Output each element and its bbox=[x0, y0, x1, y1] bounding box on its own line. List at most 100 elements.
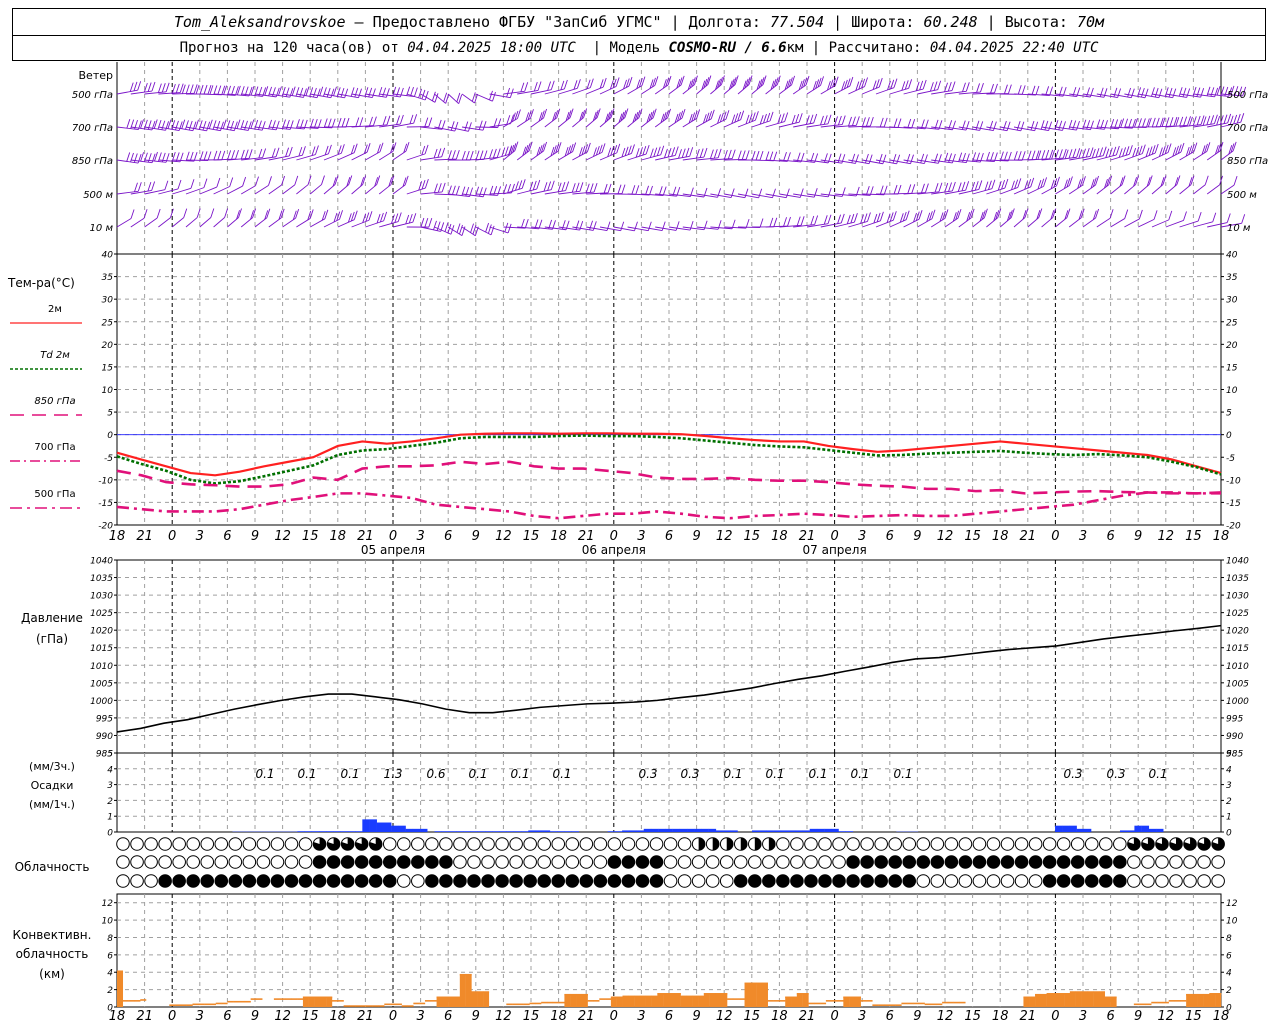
wind-barb-flag bbox=[1135, 146, 1140, 157]
conv-xtick: 21 bbox=[1020, 1009, 1037, 1024]
wind-barb-flag bbox=[1066, 208, 1071, 218]
wind-barb-flag bbox=[1185, 147, 1190, 157]
pres-tick-left: 1025 bbox=[90, 609, 113, 619]
precip-3h-label: 0.1 bbox=[808, 767, 827, 781]
wind-barb-flag bbox=[278, 86, 282, 96]
wind-barb-flag bbox=[652, 108, 657, 118]
temp-xtick: 6 bbox=[223, 529, 231, 544]
wind-level-right: 10 м bbox=[1227, 223, 1251, 234]
convective-bar bbox=[832, 1000, 838, 1007]
temp-xtick: 0 bbox=[830, 529, 838, 544]
wind-barb-flag bbox=[379, 142, 384, 152]
wind-barb-flag bbox=[796, 216, 801, 226]
precip-bar bbox=[571, 831, 580, 832]
cloud-cover-symbol bbox=[116, 874, 130, 888]
wind-barb-flag bbox=[188, 120, 193, 131]
wind-barb-flag bbox=[691, 112, 696, 122]
wind-barb-flag bbox=[713, 149, 718, 159]
wind-barb-flag bbox=[641, 76, 646, 86]
wind-barb-flag bbox=[645, 185, 649, 195]
convective-bar bbox=[436, 996, 443, 1007]
temp-tick-right: 5 bbox=[1226, 409, 1232, 419]
wind-barb-flag bbox=[638, 108, 643, 118]
wind-barb-flag bbox=[676, 112, 681, 122]
wind-barb-flag bbox=[324, 145, 329, 156]
wind-barb-flag bbox=[986, 151, 990, 162]
cloud-cover-fill bbox=[790, 874, 804, 888]
wind-barb bbox=[1193, 184, 1206, 195]
wind-barb-flag bbox=[319, 86, 324, 96]
wind-barb-flag bbox=[913, 212, 917, 223]
wind-barb-flag bbox=[681, 109, 686, 119]
convective-top bbox=[918, 1002, 925, 1005]
convective-top bbox=[337, 1000, 344, 1002]
wind-barb-flag bbox=[879, 185, 884, 195]
convective-bar bbox=[280, 998, 286, 1007]
convective-bar bbox=[187, 1004, 193, 1007]
wind-barb-flag bbox=[586, 142, 591, 153]
convective-top bbox=[227, 1000, 234, 1003]
precip-bar bbox=[319, 831, 327, 832]
convective-top bbox=[512, 1003, 519, 1006]
wind-barb-flag bbox=[455, 149, 460, 160]
convective-bar bbox=[402, 1005, 408, 1007]
wind-barb-flag bbox=[154, 151, 158, 162]
wind-barb bbox=[641, 226, 663, 232]
wind-barb-flag bbox=[556, 108, 561, 118]
wind-barb-flag bbox=[394, 213, 399, 223]
cloud-cover-symbol bbox=[621, 837, 636, 851]
wind-barb-flag bbox=[336, 211, 341, 221]
precip-bar bbox=[485, 831, 493, 832]
cloud-cover-fill bbox=[1127, 837, 1141, 851]
cloud-cover-symbol bbox=[804, 855, 818, 869]
convective-bar bbox=[849, 996, 856, 1007]
wind-barb-flag bbox=[428, 217, 433, 228]
wind-barb-flag bbox=[924, 183, 929, 193]
pres-tick-right: 995 bbox=[1226, 714, 1243, 724]
wind-barb-flag bbox=[783, 152, 787, 162]
wind-barb-flag bbox=[1077, 179, 1082, 189]
wind-barb-flag bbox=[1233, 176, 1238, 186]
convective-bar bbox=[634, 995, 641, 1007]
cloud-cover-fill bbox=[1211, 837, 1225, 851]
convective-bar bbox=[576, 993, 583, 1007]
convective-bar bbox=[448, 996, 455, 1007]
wind-barb-flag bbox=[1192, 86, 1197, 97]
wind-barb-flag bbox=[901, 81, 906, 91]
cloud-cover-symbol bbox=[1000, 874, 1015, 888]
wind-barb-flag bbox=[1056, 176, 1060, 187]
conv-xtick: 9 bbox=[251, 1009, 259, 1024]
wind-barb-flag bbox=[437, 183, 442, 193]
wind-barb-flag bbox=[1174, 177, 1179, 187]
precip-bar bbox=[528, 830, 536, 832]
wind-barb-flag bbox=[1064, 149, 1069, 159]
temp-tick-left: -20 bbox=[98, 522, 113, 532]
convective-bar bbox=[559, 1002, 565, 1007]
conv-xtick: 9 bbox=[472, 1009, 480, 1024]
wind-barb-flag bbox=[981, 210, 986, 220]
wind-barb-flag bbox=[421, 145, 426, 156]
convective-bar bbox=[1104, 996, 1111, 1007]
convective-top bbox=[128, 1000, 135, 1002]
wind-barb-flag bbox=[944, 82, 948, 92]
pres-tick-left: 995 bbox=[96, 714, 113, 724]
convective-top bbox=[331, 1000, 338, 1002]
wind-barb-flag bbox=[1213, 114, 1218, 124]
convective-bar bbox=[733, 998, 739, 1007]
wind-barb-flag bbox=[646, 113, 651, 123]
convective-bar bbox=[657, 993, 664, 1007]
temp-tick-left: 15 bbox=[102, 363, 114, 373]
precip-bar bbox=[506, 831, 515, 832]
wind-barb-flag bbox=[1151, 145, 1156, 155]
cloud-cover-symbol bbox=[776, 855, 790, 869]
wind-barb-flag bbox=[424, 117, 429, 127]
pres-tick-right: 990 bbox=[1226, 732, 1243, 742]
wind-barb-flag bbox=[227, 150, 232, 160]
wind-barb-flag bbox=[185, 151, 190, 161]
wind-barb bbox=[213, 217, 225, 228]
convective-bar bbox=[564, 993, 571, 1007]
wind-barb-flag bbox=[1187, 116, 1191, 126]
wind-barb-flag bbox=[189, 151, 194, 162]
precip-bar bbox=[816, 828, 825, 832]
wind-barb-flag bbox=[579, 182, 584, 192]
